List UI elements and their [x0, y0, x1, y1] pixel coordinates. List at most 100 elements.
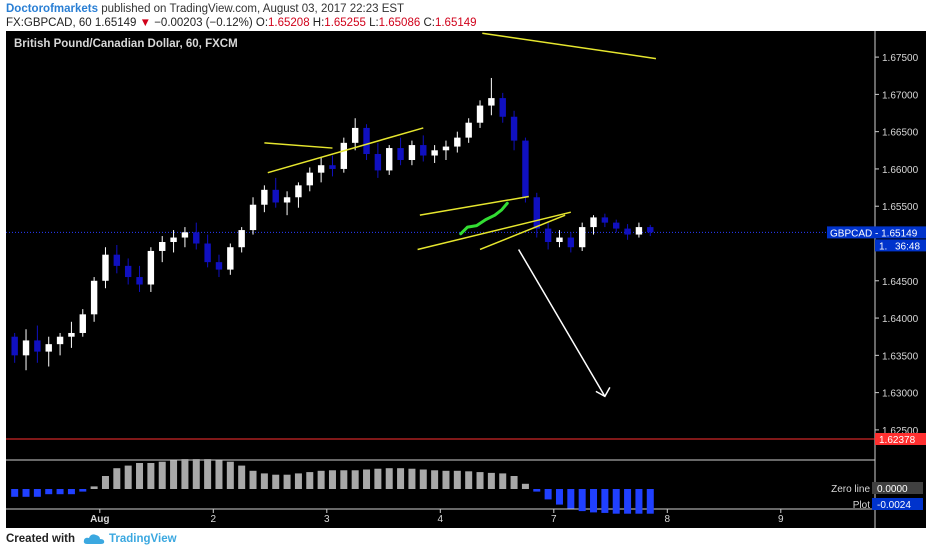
created-with-text: Created with	[6, 533, 76, 545]
histogram-bar	[567, 489, 575, 509]
histogram-bar	[192, 459, 200, 489]
change-value: −0.00203 (−0.12%)	[154, 17, 253, 29]
author-name[interactable]: Doctorofmarkets	[6, 3, 99, 15]
y-tick-label: 1.64000	[882, 314, 919, 325]
histogram-bar	[612, 489, 620, 514]
histogram-bar	[646, 489, 654, 514]
histogram-bar	[260, 473, 268, 489]
tradingview-brand[interactable]: TradingView	[109, 533, 177, 545]
histogram-bar	[351, 470, 359, 489]
candle-body	[102, 254, 109, 281]
x-tick-label: 8	[665, 514, 671, 525]
candle-body	[45, 344, 52, 352]
candle-body	[590, 217, 597, 228]
histogram-bar	[408, 468, 416, 489]
chart-panel[interactable]: 1.675001.670001.665001.660001.655001.650…	[6, 31, 926, 528]
candle-body	[567, 237, 575, 248]
candle-body	[249, 204, 257, 231]
histogram-bar	[363, 469, 371, 489]
candle-body	[476, 105, 484, 123]
candle-body	[522, 140, 529, 198]
candle-body	[533, 197, 540, 229]
histogram-bar	[101, 476, 109, 489]
histogram-bar	[33, 489, 41, 497]
trendline	[417, 211, 572, 251]
open-label: O:	[255, 17, 269, 29]
publish-info: Doctorofmarkets published on TradingView…	[6, 2, 404, 16]
trendline	[482, 32, 657, 60]
low-value: 1.65086	[378, 17, 421, 29]
price-chart[interactable]: 1.675001.670001.665001.660001.655001.650…	[6, 31, 926, 528]
histogram-bar	[249, 470, 257, 489]
histogram-bar	[487, 472, 495, 489]
trendline	[267, 127, 424, 174]
histogram-bar	[306, 472, 314, 489]
histogram-bar	[544, 489, 552, 500]
histogram-bar	[67, 489, 75, 495]
candle-body	[113, 254, 121, 266]
trendline	[479, 214, 566, 251]
countdown-label: 36:48	[895, 241, 920, 252]
candle-body	[351, 127, 359, 143]
y-tick-label: 1.63500	[882, 351, 919, 362]
histogram-bar	[147, 463, 155, 489]
candle-body	[442, 146, 450, 151]
x-tick-label: 4	[438, 514, 444, 525]
histogram-bar	[124, 465, 132, 489]
trendline	[419, 195, 529, 216]
candle-body	[306, 172, 313, 186]
histogram-bar	[294, 473, 302, 489]
histogram-bar	[238, 465, 246, 489]
y-tick-label: 1.64500	[882, 277, 919, 288]
indicator-tag	[872, 498, 923, 510]
candle-body	[544, 228, 552, 243]
histogram-bar	[590, 489, 598, 513]
histogram-bar	[113, 468, 121, 489]
high-label: H:	[312, 17, 325, 29]
histogram-bar	[181, 459, 189, 489]
histogram-bar	[90, 486, 98, 489]
histogram-bar	[158, 461, 166, 489]
footer: Created with TradingView	[6, 529, 932, 549]
y-tick-label: 1.63000	[882, 389, 919, 400]
histogram-bar	[226, 461, 234, 489]
candle-body	[204, 243, 211, 263]
histogram-bar	[578, 489, 586, 512]
histogram-bar	[476, 472, 484, 489]
indicator-name: Plot	[853, 500, 870, 511]
x-tick-label: Aug	[90, 514, 109, 525]
candle-body	[488, 98, 495, 106]
histogram-bar	[521, 483, 529, 489]
price-tag-label: GBPCAD - 1.65149	[830, 228, 918, 239]
y-tick-label: 1.67000	[882, 90, 919, 101]
indicator-name: Zero line	[831, 484, 870, 495]
candle-body	[624, 228, 631, 235]
histogram-bar	[317, 470, 325, 489]
histogram-bar	[499, 473, 507, 489]
y-tick-label: 1.67500	[882, 53, 919, 64]
candle-body	[181, 232, 189, 238]
candle-body	[613, 222, 620, 229]
candle-body	[578, 227, 586, 248]
candle-body	[408, 145, 416, 160]
x-tick-label: 3	[324, 514, 330, 525]
candle-body	[227, 247, 234, 270]
candle-body	[317, 165, 325, 173]
histogram-bar	[22, 489, 30, 497]
low-label: L:	[369, 17, 379, 29]
y-tick-label: 1.66000	[882, 165, 919, 176]
candle-body	[465, 122, 472, 138]
histogram-bar	[56, 489, 64, 495]
candle-body	[193, 232, 200, 244]
x-tick-label: 9	[778, 514, 784, 525]
candle-body	[386, 148, 393, 171]
histogram-bar	[136, 463, 144, 489]
histogram-bar	[385, 468, 393, 489]
candle-body	[510, 116, 518, 141]
histogram-bar	[11, 489, 19, 497]
histogram-bar	[374, 468, 382, 489]
candle-body	[261, 189, 268, 205]
countdown-prefix: 1.	[879, 241, 887, 252]
histogram-bar	[170, 460, 178, 489]
candle-body	[34, 340, 41, 352]
